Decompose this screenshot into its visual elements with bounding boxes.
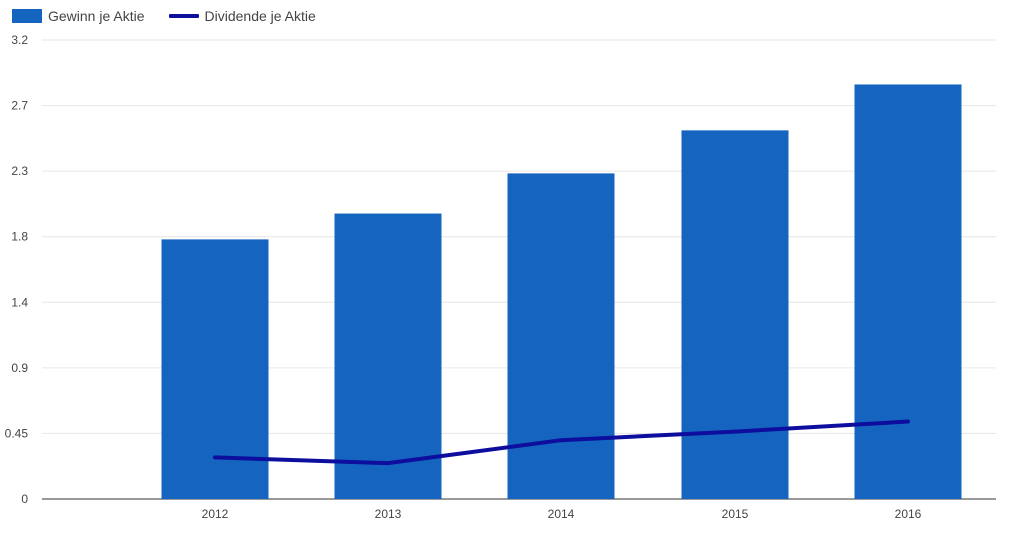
legend-swatch-gewinn	[12, 9, 42, 23]
y-tick-label: 2.3	[11, 164, 28, 178]
legend-label-dividende: Dividende je Aktie	[204, 8, 316, 24]
x-tick-label: 2014	[548, 507, 575, 521]
bar-gewinn	[681, 130, 789, 499]
legend-swatch-dividende	[168, 14, 199, 18]
x-tick-label: 2012	[202, 507, 229, 521]
y-tick-label: 2.7	[11, 99, 28, 113]
x-tick-label: 2016	[895, 507, 922, 521]
legend: Gewinn je Aktie Dividende je Aktie	[12, 8, 340, 24]
y-tick-label: 0.9	[11, 361, 28, 375]
y-tick-label: 1.8	[11, 230, 28, 244]
legend-item-dividende[interactable]: Dividende je Aktie	[168, 8, 316, 24]
y-tick-label: 1.4	[11, 295, 28, 309]
y-tick-label: 0.45	[5, 426, 29, 440]
bar-gewinn	[854, 84, 962, 499]
y-tick-label: 0	[21, 492, 28, 506]
legend-item-gewinn[interactable]: Gewinn je Aktie	[12, 8, 145, 24]
x-tick-label: 2015	[722, 507, 749, 521]
x-tick-label: 2013	[375, 507, 402, 521]
y-tick-label: 3.2	[11, 33, 28, 47]
legend-label-gewinn: Gewinn je Aktie	[48, 8, 145, 24]
bar-gewinn	[334, 213, 442, 499]
bar-gewinn	[507, 173, 615, 499]
